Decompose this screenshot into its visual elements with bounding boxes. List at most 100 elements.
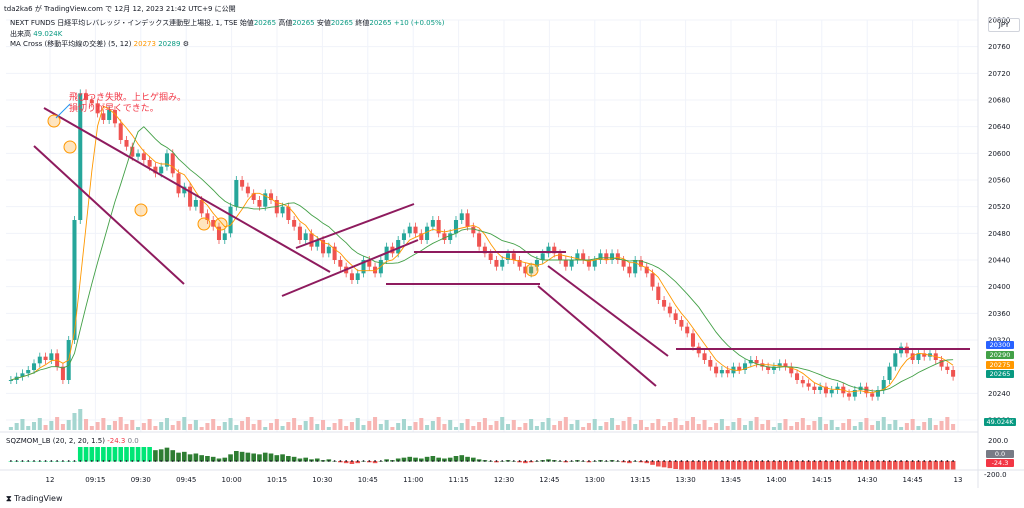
close-label: 終値 — [355, 19, 370, 27]
volume-bar — [766, 420, 771, 430]
volume-bar — [303, 421, 308, 430]
candle-body — [505, 253, 511, 260]
candle-body — [425, 226, 430, 240]
sqz-bar — [835, 461, 840, 471]
sqz-dot — [431, 460, 434, 462]
candle-body — [31, 363, 37, 370]
ma-legend[interactable]: MA Cross (移動平均線の交差) (5, 12) 20273 20289 … — [10, 39, 189, 49]
volume-bar — [742, 425, 748, 430]
volume-bar — [777, 423, 782, 430]
candle-body — [101, 113, 106, 120]
volume-bar — [858, 422, 863, 430]
sqz-dot — [923, 460, 926, 462]
sqz-dot — [940, 460, 943, 462]
currency-label[interactable]: JPY — [988, 18, 1020, 32]
sqz-dot — [200, 460, 203, 462]
sqz-bar — [864, 461, 869, 471]
candle-body — [494, 260, 499, 267]
volume-bar — [286, 422, 291, 430]
sqz-dot — [697, 460, 700, 462]
volume-bar — [731, 422, 736, 430]
volume-bar — [621, 421, 626, 430]
candle-body — [581, 253, 586, 260]
sqz-dot — [368, 460, 371, 462]
volume-bar — [951, 424, 956, 430]
volume-bar — [274, 419, 279, 430]
sqz-legend[interactable]: SQZMOM_LB (20, 2, 20, 1.5) -24.3 0.0 — [6, 437, 139, 445]
candle-body — [945, 366, 950, 370]
time-tick-label: 12 — [46, 476, 55, 484]
candle-body — [604, 253, 609, 260]
volume-bar — [136, 427, 141, 430]
volume-bar — [737, 418, 742, 430]
candle-body — [789, 366, 794, 374]
volume-bar — [719, 419, 724, 430]
settings-icon[interactable]: ⚙ — [182, 40, 189, 48]
candle-body — [615, 253, 620, 260]
candle-body — [8, 380, 13, 381]
sqz-dot — [929, 460, 931, 462]
candle-body — [638, 260, 643, 267]
volume-bar — [442, 424, 447, 430]
sqz-dot — [96, 460, 99, 462]
sqz-dot — [322, 460, 324, 462]
time-tick-label: 12:30 — [494, 476, 514, 484]
symbol-name[interactable]: NEXT FUNDS 日経平均レバレッジ・インデックス連動型上場投, 1, TS… — [10, 19, 238, 27]
candle-body — [349, 273, 354, 280]
volume-bar — [760, 424, 765, 430]
sqz-dot — [645, 460, 648, 462]
volume-legend[interactable]: 出来高 49.024K — [10, 29, 62, 39]
volume-bar — [240, 421, 245, 430]
volume-bar — [361, 425, 366, 430]
volume-bar — [373, 417, 378, 430]
volume-bar — [546, 418, 551, 430]
candle-body — [26, 370, 31, 374]
volume-bar — [477, 422, 482, 430]
candle-body — [806, 383, 811, 387]
sqz-bar — [800, 461, 806, 471]
volume-bar — [945, 417, 950, 430]
sqz-bar — [679, 461, 684, 470]
sqz-dot — [668, 460, 671, 462]
sqz-dot — [414, 460, 417, 462]
sqz-bar — [627, 461, 632, 464]
candle-body — [777, 363, 782, 367]
sqz-dot — [379, 460, 382, 462]
sqz-bar — [927, 461, 933, 471]
time-tick-label: 10:15 — [267, 476, 287, 484]
price-tick-label: 20360 — [988, 310, 1010, 318]
sqz-bar — [846, 461, 852, 471]
candle-body — [170, 153, 175, 174]
candle-body — [315, 240, 320, 247]
change-value: +10 (+0.05%) — [393, 19, 445, 27]
sqz-bar — [239, 451, 245, 462]
candle-body — [136, 153, 141, 157]
volume-bar — [419, 418, 424, 430]
price-tag-20275: 20275 — [986, 361, 1014, 369]
sqz-bar — [442, 458, 447, 462]
sqz-dot — [108, 460, 111, 462]
volume-bar — [349, 422, 354, 430]
volume-bar — [37, 418, 42, 430]
sqz-dot — [218, 460, 220, 462]
volume-bar — [89, 426, 94, 430]
sqz-bar — [268, 453, 274, 462]
volume-bar — [453, 427, 459, 430]
sqz-dot — [755, 460, 758, 462]
sqz-dot — [56, 460, 59, 462]
entry-marker-circle — [47, 114, 61, 128]
sqz-dot — [784, 460, 787, 462]
volume-bar — [378, 424, 383, 430]
sqz-dot — [160, 460, 163, 462]
time-tick-label: 09:30 — [131, 476, 151, 484]
volume-bar — [592, 419, 597, 430]
volume-bar — [725, 426, 730, 430]
footer-brand[interactable]: ⧗ TradingView — [6, 494, 63, 504]
sqz-dot — [911, 460, 914, 462]
volume-bar — [407, 426, 412, 430]
sqz-dot — [807, 460, 810, 462]
high-label: 高値 — [278, 19, 293, 27]
sqz-bar — [257, 454, 262, 462]
candle-body — [234, 180, 239, 207]
